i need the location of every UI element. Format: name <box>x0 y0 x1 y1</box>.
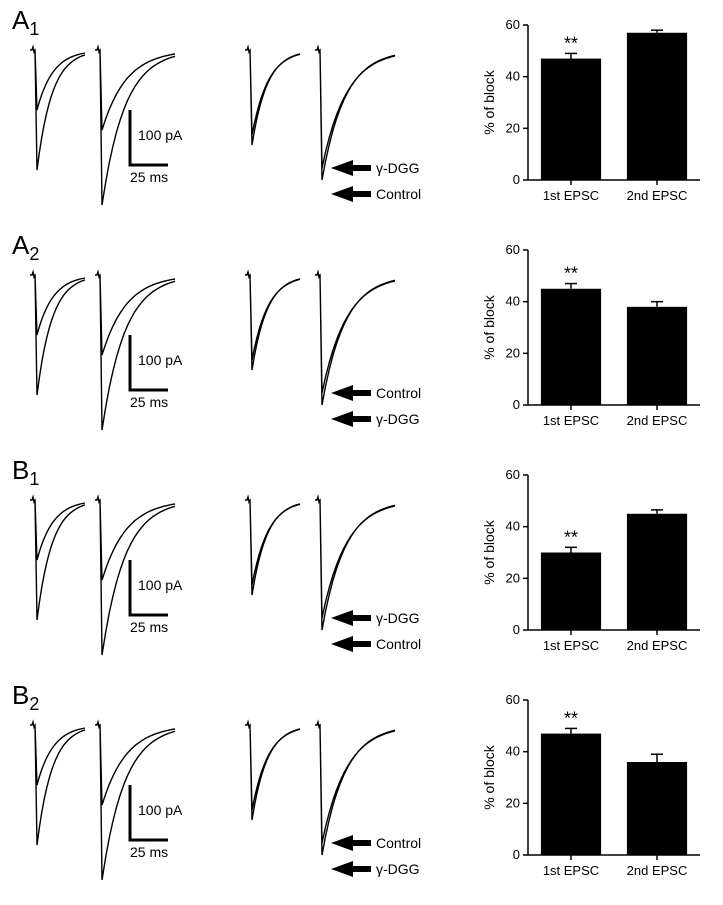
scale-y-label: 100 pA <box>138 127 183 143</box>
scale-y-label: 100 pA <box>138 577 183 593</box>
bar <box>541 289 601 405</box>
arrow-label-bottom: Control <box>376 186 421 202</box>
significance-mark: ** <box>564 33 578 53</box>
ytick-label: 20 <box>506 345 520 360</box>
ytick-label: 40 <box>506 294 520 309</box>
panel-B1: B1100 pA25 msγ-DGGControl0204060% of blo… <box>0 450 723 675</box>
panel-A2: A2100 pA25 msControlγ-DGG0204060% of blo… <box>0 225 723 450</box>
significance-mark: ** <box>564 527 578 547</box>
ytick-label: 0 <box>513 397 520 412</box>
arrow-icon <box>331 610 353 626</box>
bar <box>627 307 687 405</box>
xtick-label: 1st EPSC <box>543 413 599 428</box>
scale-y-label: 100 pA <box>138 802 183 818</box>
arrow-label-top: γ-DGG <box>376 160 420 176</box>
arrow-label-bottom: γ-DGG <box>376 861 420 877</box>
scale-x-label: 25 ms <box>130 169 168 185</box>
ytick-label: 40 <box>506 744 520 759</box>
xtick-label: 2nd EPSC <box>627 413 688 428</box>
bar-chart: 0 20 40 60 % of block ** 1st EPSC 2nd EPSC <box>480 240 710 440</box>
significance-mark: ** <box>564 264 578 284</box>
xtick-label: 1st EPSC <box>543 863 599 878</box>
y-axis-label: % of block <box>481 294 497 360</box>
arrow-label-top: Control <box>376 385 421 401</box>
ytick-label: 60 <box>506 242 520 257</box>
y-axis-label: % of block <box>481 69 497 135</box>
arrow-icon <box>331 385 353 401</box>
bar-chart: 0 20 40 60 % of block ** 1st EPSC 2nd EPSC <box>480 690 710 890</box>
significance-mark: ** <box>564 708 578 728</box>
xtick-label: 2nd EPSC <box>627 638 688 653</box>
trace-plot: 100 pA 25 ms Control γ-DGG <box>10 245 470 455</box>
y-axis-label: % of block <box>481 744 497 810</box>
ytick-label: 40 <box>506 69 520 84</box>
xtick-label: 1st EPSC <box>543 188 599 203</box>
arrow-icon <box>331 160 353 176</box>
arrow-label-top: Control <box>376 835 421 851</box>
xtick-label: 2nd EPSC <box>627 863 688 878</box>
bar <box>541 59 601 180</box>
ytick-label: 0 <box>513 622 520 637</box>
arrow-icon <box>331 411 353 427</box>
panel-B2: B2100 pA25 msControlγ-DGG0204060% of blo… <box>0 675 723 900</box>
ytick-label: 60 <box>506 467 520 482</box>
arrow-label-bottom: Control <box>376 636 421 652</box>
bar <box>627 762 687 855</box>
arrow-icon <box>331 835 353 851</box>
arrow-label-top: γ-DGG <box>376 610 420 626</box>
bar-chart: 0 20 40 60 % of block ** 1st EPSC 2nd EPSC <box>480 15 710 215</box>
ytick-label: 60 <box>506 17 520 32</box>
ytick-label: 0 <box>513 172 520 187</box>
ytick-label: 20 <box>506 570 520 585</box>
trace-plot: 100 pA 25 ms γ-DGG Control <box>10 470 470 680</box>
scale-y-label: 100 pA <box>138 352 183 368</box>
panel-A1: A1100 pA25 msγ-DGGControl0204060% of blo… <box>0 0 723 225</box>
arrow-icon <box>331 861 353 877</box>
xtick-label: 2nd EPSC <box>627 188 688 203</box>
scale-x-label: 25 ms <box>130 844 168 860</box>
trace-plot: 100 pA 25 ms γ-DGG Control <box>10 20 470 230</box>
trace-plot: 100 pA 25 ms Control γ-DGG <box>10 695 470 905</box>
bar-chart: 0 20 40 60 % of block ** 1st EPSC 2nd EPSC <box>480 465 710 665</box>
ytick-label: 40 <box>506 519 520 534</box>
bar <box>627 514 687 630</box>
ytick-label: 0 <box>513 847 520 862</box>
bar <box>541 553 601 631</box>
ytick-label: 20 <box>506 795 520 810</box>
scale-x-label: 25 ms <box>130 394 168 410</box>
xtick-label: 1st EPSC <box>543 638 599 653</box>
ytick-label: 20 <box>506 120 520 135</box>
bar <box>627 33 687 180</box>
ytick-label: 60 <box>506 692 520 707</box>
arrow-icon <box>331 636 353 652</box>
scale-x-label: 25 ms <box>130 619 168 635</box>
arrow-icon <box>331 186 353 202</box>
bar <box>541 734 601 855</box>
y-axis-label: % of block <box>481 519 497 585</box>
arrow-label-bottom: γ-DGG <box>376 411 420 427</box>
